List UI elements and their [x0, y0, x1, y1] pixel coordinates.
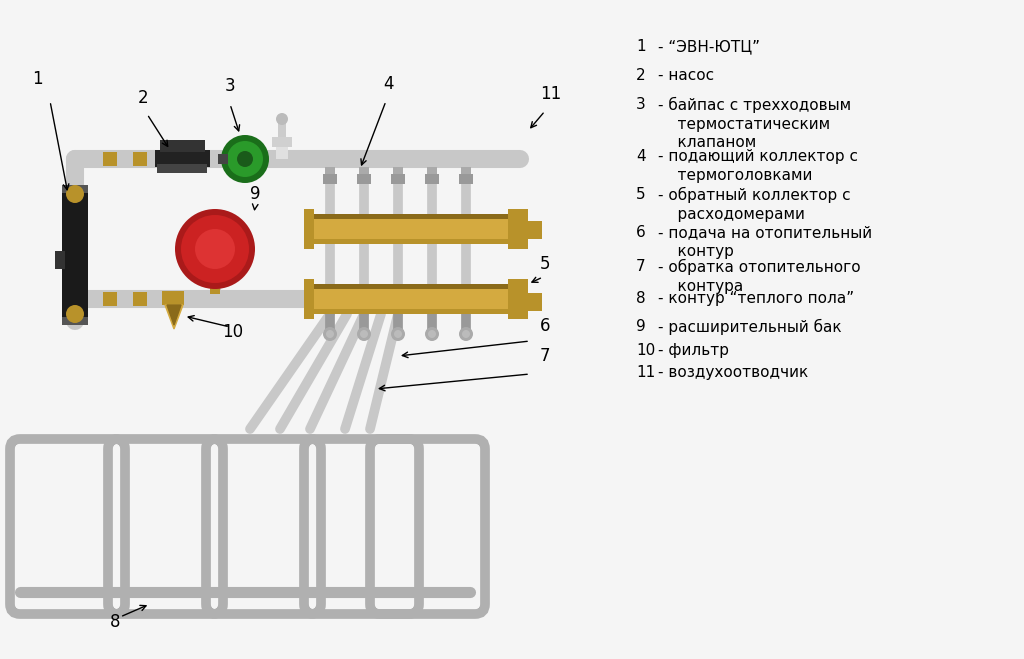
Text: 9: 9: [636, 319, 646, 334]
Circle shape: [181, 215, 249, 283]
Text: - байпас с трехходовым
    термостатическим
    клапаном: - байпас с трехходовым термостатическим …: [658, 97, 851, 150]
Text: 6: 6: [636, 225, 646, 240]
Text: - фильтр: - фильтр: [658, 343, 729, 358]
Polygon shape: [167, 305, 181, 325]
Text: 8: 8: [636, 291, 645, 306]
Bar: [508, 209, 528, 249]
Bar: [62, 191, 88, 321]
Text: 6: 6: [540, 317, 551, 335]
Circle shape: [425, 327, 439, 341]
Circle shape: [195, 229, 234, 269]
Text: 5: 5: [636, 187, 645, 202]
Text: 11: 11: [636, 365, 655, 380]
Bar: [310, 309, 510, 314]
Text: - воздухоотводчик: - воздухоотводчик: [658, 365, 808, 380]
Bar: [304, 279, 314, 319]
Bar: [459, 174, 473, 184]
Text: - контур “теплого пола”: - контур “теплого пола”: [658, 291, 854, 306]
Bar: [310, 284, 510, 314]
Circle shape: [428, 330, 436, 338]
Bar: [162, 291, 184, 305]
Bar: [62, 185, 88, 193]
Circle shape: [462, 330, 470, 338]
Polygon shape: [165, 305, 183, 329]
Bar: [103, 152, 117, 166]
Bar: [218, 154, 228, 164]
Circle shape: [326, 330, 334, 338]
Bar: [155, 150, 210, 167]
Circle shape: [237, 151, 253, 167]
Circle shape: [276, 113, 288, 125]
Bar: [526, 221, 542, 239]
Bar: [133, 292, 147, 306]
Text: 1: 1: [636, 39, 645, 54]
Bar: [461, 167, 471, 174]
Bar: [310, 289, 510, 309]
Bar: [393, 167, 403, 174]
Bar: [427, 167, 437, 174]
Bar: [357, 174, 371, 184]
Bar: [304, 209, 314, 249]
Text: 3: 3: [225, 77, 236, 95]
Bar: [157, 164, 207, 173]
Bar: [425, 174, 439, 184]
Text: 2: 2: [636, 68, 645, 83]
Circle shape: [357, 327, 371, 341]
Text: 7: 7: [540, 347, 551, 365]
Text: - насос: - насос: [658, 68, 714, 83]
Bar: [272, 137, 292, 147]
Text: 11: 11: [540, 85, 561, 103]
Bar: [210, 286, 220, 294]
Circle shape: [175, 209, 255, 289]
Text: 3: 3: [636, 97, 646, 112]
Text: - “ЭВН-ЮТЦ”: - “ЭВН-ЮТЦ”: [658, 39, 760, 54]
Circle shape: [66, 185, 84, 203]
Text: 1: 1: [32, 70, 43, 88]
Text: 8: 8: [110, 613, 121, 631]
Bar: [310, 219, 510, 239]
Text: 4: 4: [636, 149, 645, 164]
Text: - расширительный бак: - расширительный бак: [658, 319, 842, 335]
Bar: [62, 317, 88, 325]
Text: - обратка отопительного
    контура: - обратка отопительного контура: [658, 259, 860, 294]
Text: - подача на отопительный
    контур: - подача на отопительный контур: [658, 225, 872, 258]
Bar: [359, 167, 369, 174]
Text: 5: 5: [540, 255, 551, 273]
Bar: [325, 167, 335, 174]
Text: 2: 2: [138, 89, 148, 107]
Bar: [391, 174, 406, 184]
Text: 4: 4: [383, 75, 393, 93]
Bar: [160, 140, 205, 152]
Circle shape: [360, 330, 368, 338]
Circle shape: [394, 330, 402, 338]
Bar: [310, 214, 510, 244]
Text: 10: 10: [636, 343, 655, 358]
Text: - обратный коллектор с
    расходомерами: - обратный коллектор с расходомерами: [658, 187, 851, 222]
Text: 7: 7: [636, 259, 645, 274]
Bar: [133, 152, 147, 166]
Bar: [276, 145, 288, 159]
Circle shape: [221, 135, 269, 183]
Text: 10: 10: [222, 323, 243, 341]
Circle shape: [227, 141, 263, 177]
Text: - подающий коллектор с
    термоголовками: - подающий коллектор с термоголовками: [658, 149, 858, 183]
Bar: [526, 293, 542, 311]
Bar: [103, 292, 117, 306]
Text: 9: 9: [250, 185, 260, 203]
Circle shape: [66, 305, 84, 323]
Bar: [278, 121, 286, 137]
Circle shape: [391, 327, 406, 341]
Bar: [55, 251, 65, 269]
Bar: [310, 239, 510, 244]
Circle shape: [459, 327, 473, 341]
Circle shape: [323, 327, 337, 341]
Bar: [323, 174, 337, 184]
Bar: [508, 279, 528, 319]
